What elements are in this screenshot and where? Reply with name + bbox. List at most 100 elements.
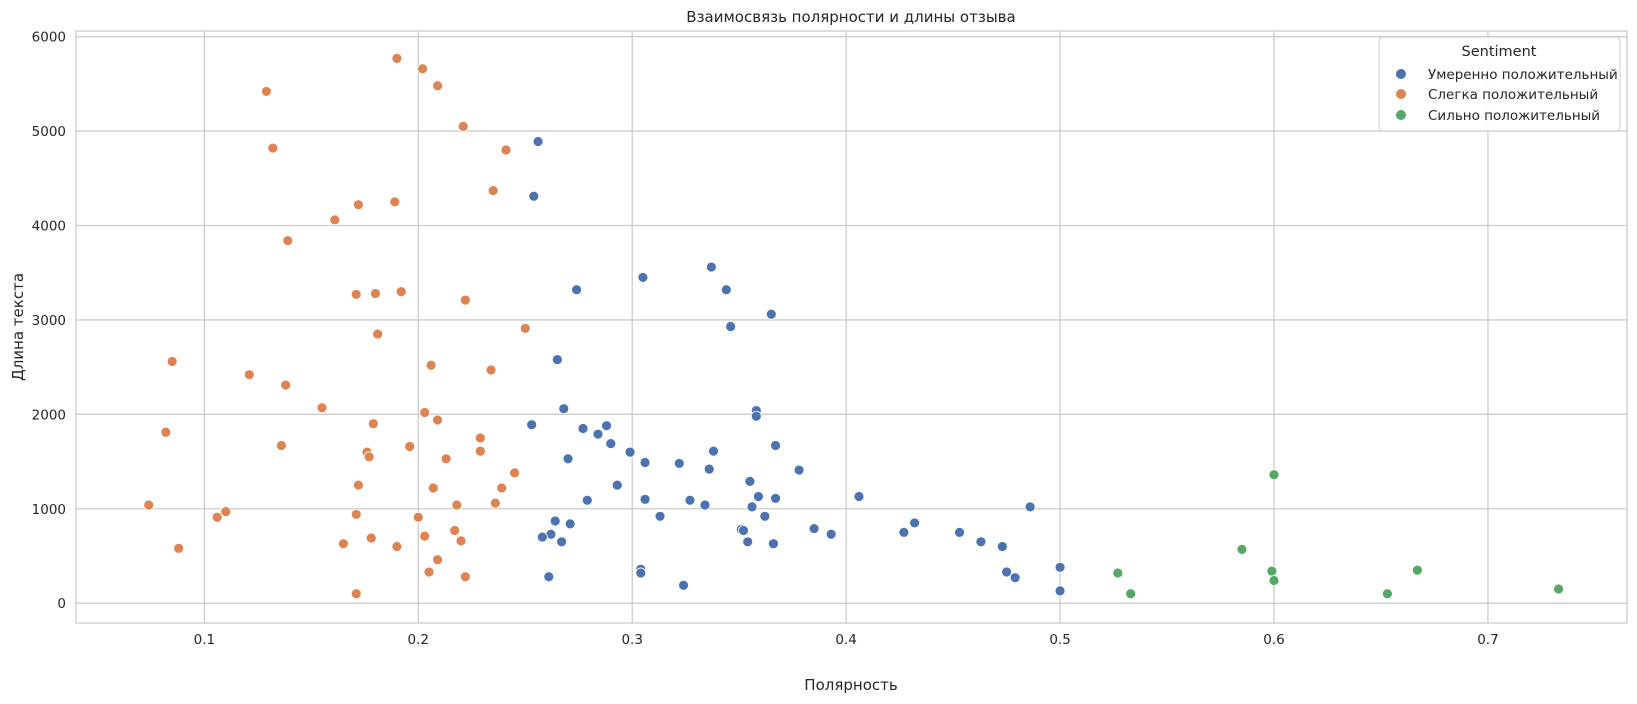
data-point [750, 410, 762, 422]
data-point [500, 144, 512, 156]
data-point [996, 541, 1008, 552]
data-point [260, 86, 272, 97]
data-point [243, 369, 255, 381]
data-point [432, 554, 443, 566]
data-point [793, 464, 805, 476]
data-point [1381, 588, 1393, 600]
data-point [338, 538, 349, 550]
plot-area [75, 30, 1628, 624]
data-point [808, 523, 820, 534]
data-point [395, 286, 407, 297]
tick-labels: 0.1 0.2 0.3 0.4 0.5 0.6 0.7 0 1000 2000 3000 4000 50… [32, 30, 1499, 648]
data-point [275, 440, 287, 451]
data-point [166, 356, 178, 367]
data-point [350, 509, 362, 520]
data-point [742, 536, 754, 548]
data-point [1236, 543, 1248, 555]
data-point [549, 515, 561, 527]
data-point [898, 526, 910, 538]
data-point [419, 407, 431, 418]
data-point [449, 525, 461, 536]
data-point [954, 526, 965, 538]
data-point [975, 536, 987, 548]
data-point [280, 379, 292, 391]
data-point [352, 199, 364, 211]
data-point [391, 52, 403, 64]
data-point [1024, 501, 1036, 513]
x-tick-label: 0.1 [194, 632, 215, 648]
data-point [1268, 575, 1280, 586]
data-point [592, 428, 604, 440]
data-point [556, 536, 568, 548]
data-point [419, 530, 431, 542]
data-point [485, 364, 497, 376]
data-point [316, 402, 328, 414]
data-point [489, 497, 501, 509]
data-point [282, 235, 294, 247]
data-point [451, 499, 463, 511]
data-point [528, 190, 540, 202]
x-tick-label: 0.7 [1477, 632, 1498, 648]
data-point [1125, 588, 1137, 600]
data-point [770, 492, 781, 504]
data-point [654, 510, 666, 522]
y-tick-label: 2000 [32, 407, 66, 423]
data-point [352, 479, 364, 491]
data-point [770, 440, 781, 451]
series-2 [1112, 469, 1564, 600]
data-point [372, 328, 384, 340]
data-point [1009, 572, 1021, 584]
data-point [1411, 564, 1423, 576]
legend: Sentiment Умеренно положительный Слегка … [1378, 36, 1621, 132]
data-point [412, 511, 424, 523]
data-point [432, 80, 443, 92]
data-point [635, 567, 647, 579]
data-point [391, 541, 403, 552]
data-point [639, 457, 651, 468]
data-point [543, 571, 555, 583]
data-point [673, 458, 685, 469]
data-point [678, 579, 689, 591]
data-point [1268, 469, 1280, 481]
legend-label-2: Сильно положительный [1428, 108, 1600, 124]
data-point [509, 467, 520, 479]
data-point [753, 491, 764, 502]
legend-label-0: Умеренно положительный [1428, 67, 1618, 83]
data-point [571, 284, 582, 296]
y-tick-label: 0 [57, 596, 66, 612]
data-point [1112, 567, 1124, 579]
data-point [703, 463, 715, 475]
data-point [1054, 585, 1066, 597]
data-point [496, 482, 508, 494]
data-point [577, 423, 589, 434]
data-point [699, 499, 711, 511]
y-tick-label: 6000 [32, 30, 66, 46]
data-point [532, 136, 544, 147]
data-point [370, 288, 381, 299]
data-point [605, 438, 617, 450]
data-point [705, 261, 717, 273]
data-point [765, 308, 777, 320]
data-point [720, 284, 732, 296]
data-point [1553, 583, 1564, 595]
legend-marker-0 [1396, 69, 1406, 79]
data-point [404, 441, 416, 452]
data-point [611, 479, 623, 491]
data-point [143, 499, 155, 511]
data-point [759, 510, 771, 522]
data-point [562, 453, 574, 465]
data-point [725, 321, 737, 332]
data-point [637, 272, 649, 283]
data-point [417, 63, 428, 75]
data-point [909, 517, 921, 529]
data-point [853, 491, 865, 502]
series-1 [143, 52, 531, 600]
x-tick-label: 0.5 [1049, 632, 1070, 648]
grid [76, 31, 1627, 623]
data-point [1001, 566, 1012, 578]
data-point [220, 506, 232, 517]
y-tick-label: 1000 [32, 502, 66, 518]
data-point [1266, 565, 1278, 577]
data-point [601, 420, 612, 432]
